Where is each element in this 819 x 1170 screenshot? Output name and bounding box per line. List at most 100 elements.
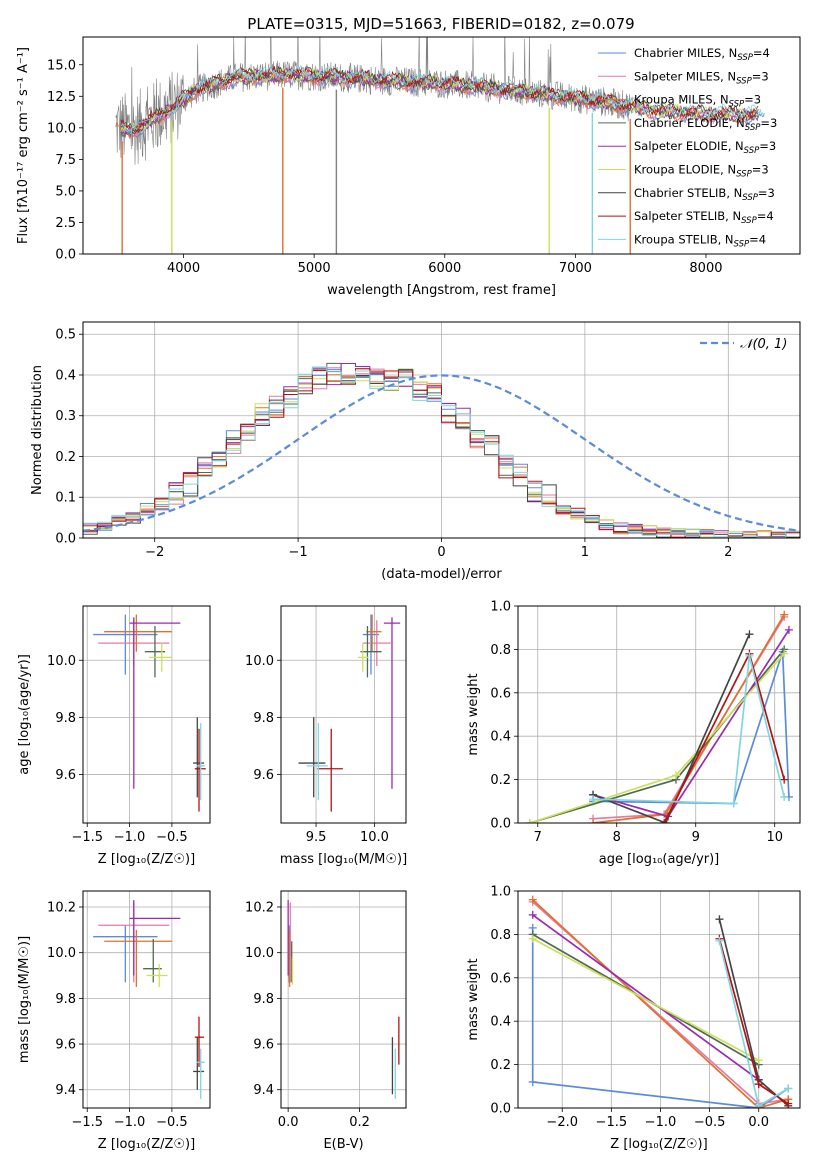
y-tick-label: 0.2 — [490, 1058, 511, 1073]
weight-series-line — [592, 633, 751, 823]
x-tick-label: 8 — [613, 830, 621, 845]
x-axis-label: Z [log₁₀(Z/Z☉)] — [98, 1137, 195, 1152]
y-tick-label: 10.0 — [47, 121, 76, 136]
legend-entry-sub: SSP — [744, 146, 760, 156]
weight-point-marker — [589, 795, 598, 804]
legend-entry-label: Kroupa MILES, NSSP=3 — [634, 93, 761, 110]
x-axis-label: E(B-V) — [323, 1137, 363, 1152]
plot-area — [528, 895, 793, 1108]
y-axis-label: mass weight — [466, 673, 481, 755]
y-tick-label: 0.4 — [490, 1015, 511, 1030]
y-tick-label: 0.6 — [490, 686, 511, 701]
x-tick-label: 7 — [534, 830, 542, 845]
weight-point-marker — [754, 1080, 763, 1089]
data-point — [317, 728, 343, 812]
weight-series-line — [532, 937, 760, 1062]
y-tick-label: 10.0 — [47, 654, 76, 669]
axes-frame — [517, 605, 801, 824]
x-tick-label: 9.5 — [306, 830, 327, 845]
x-tick-label: 7000 — [559, 261, 592, 276]
weight-point-marker — [754, 1101, 763, 1108]
legend-entry-tail: =4 — [753, 46, 770, 60]
y-axis-label: mass weight — [466, 958, 481, 1040]
weight-point-marker — [780, 792, 789, 801]
chart-age-weight: 7 8 9 10 0.0 0.2 0.4 0.6 0.8 1.0 age [log₁₀(age/yr… — [466, 600, 801, 867]
y-tick-label: 9.4 — [253, 1083, 274, 1098]
y-tick-label: 10.2 — [47, 900, 76, 915]
x-axis-label: (data-model)/error — [381, 567, 502, 582]
legend-entry-label: 𝒩(0, 1) — [740, 337, 787, 352]
weight-point-marker — [745, 651, 754, 660]
data-point — [193, 1037, 205, 1090]
y-tick-label: 10.0 — [245, 946, 274, 961]
chart-residuals: −2 −1 0 1 2 0.0 0.1 0.2 0.3 0.4 0.5 (data-model)/er… — [30, 321, 801, 582]
weight-point-marker — [671, 771, 680, 780]
plot-area — [93, 900, 205, 1099]
legend-entry-sub: SSP — [729, 100, 745, 110]
x-tick-label: −1.5 — [596, 1115, 628, 1130]
y-tick-label: 9.8 — [55, 711, 76, 726]
y-tick-label: 0.8 — [490, 928, 511, 943]
axes-frame — [280, 890, 407, 1109]
legend-entry-tail: =3 — [760, 116, 777, 130]
x-tick-label: −0.5 — [156, 830, 188, 845]
x-tick-label: 6000 — [428, 261, 461, 276]
data-point — [196, 723, 205, 801]
data-point — [104, 929, 172, 987]
y-tick-label: 0.2 — [55, 450, 76, 465]
y-tick-label: 9.6 — [253, 1038, 274, 1053]
weight-point-marker — [780, 610, 789, 619]
legend-entry-label: Kroupa ELODIE, NSSP=3 — [634, 163, 769, 180]
weight-point-marker — [528, 895, 537, 904]
weight-point-marker — [745, 630, 754, 639]
y-tick-label: 0.6 — [490, 971, 511, 986]
weight-series-line — [531, 927, 789, 1108]
x-tick-label: 0.0 — [748, 1115, 769, 1130]
x-tick-label: −0.5 — [156, 1115, 188, 1130]
x-tick-label: 10.0 — [360, 830, 389, 845]
legend-entry-sub: SSP — [741, 216, 757, 226]
x-tick-label: −1.0 — [114, 830, 146, 845]
x-tick-label: −1.5 — [71, 1115, 103, 1130]
legend-entry-label: Chabrier ELODIE, NSSP=3 — [634, 116, 777, 133]
x-tick-label: 5000 — [298, 261, 331, 276]
legend-entry-main: Kroupa ELODIE, N — [634, 163, 736, 177]
legend-entry-sub: SSP — [745, 123, 761, 133]
y-tick-label: 0.1 — [55, 491, 76, 506]
weight-point-marker — [784, 1099, 793, 1108]
weight-point-marker — [660, 819, 669, 823]
legend-entry-main: Kroupa MILES, N — [634, 93, 729, 107]
y-tick-label: 10.0 — [245, 654, 274, 669]
data-point — [196, 1048, 205, 1099]
axes-frame — [82, 36, 801, 255]
chart-mass-age: 9.5 10.0 9.6 9.8 10.0 mass [log₁₀(M/M☉)] — [245, 605, 407, 867]
x-tick-label: 0 — [437, 545, 445, 560]
weight-point-marker — [754, 1056, 763, 1065]
legend-entry-sub: SSP — [736, 76, 752, 86]
y-tick-label: 0.0 — [490, 1102, 511, 1117]
plot-area — [115, 37, 765, 254]
x-axis-label: Z [log₁₀(Z/Z☉)] — [610, 1137, 707, 1152]
data-point — [93, 925, 158, 983]
axes-frame — [517, 890, 801, 1109]
legend-entry-main: Kroupa STELIB, N — [634, 232, 734, 246]
data-point — [360, 625, 382, 678]
y-tick-label: 0.3 — [55, 409, 76, 424]
data-point — [298, 717, 326, 798]
data-point — [358, 643, 369, 672]
legend-entry-main: Chabrier MILES, N — [634, 46, 737, 60]
legend-entry-tail: =4 — [749, 232, 766, 246]
weight-point-marker — [528, 910, 537, 919]
plot-area — [525, 610, 793, 823]
y-tick-label: 1.0 — [490, 885, 511, 900]
legend-entry-tail: =3 — [759, 139, 776, 153]
y-tick-label: 0.4 — [490, 730, 511, 745]
weight-point-marker — [784, 625, 793, 634]
x-tick-label: −1.0 — [645, 1115, 677, 1130]
y-tick-label: 10.2 — [245, 900, 274, 915]
weight-point-marker — [780, 775, 789, 784]
weight-point-marker — [589, 819, 598, 823]
x-tick-label: 0.0 — [278, 1115, 299, 1130]
legend-entry-sub: SSP — [734, 239, 750, 249]
